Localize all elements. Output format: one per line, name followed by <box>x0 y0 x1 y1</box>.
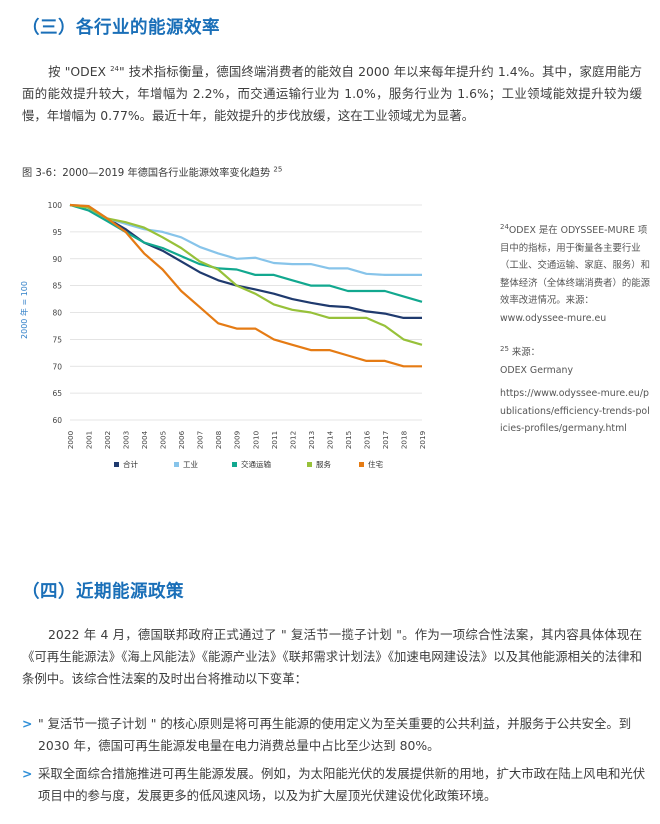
x-tick-label: 2018 <box>399 430 408 449</box>
bullet-item-1: > " 复活节一揽子计划 " 的核心原则是将可再生能源的使用定义为至关重要的公共… <box>22 713 646 757</box>
y-tick-label: 95 <box>52 228 62 237</box>
x-tick-label: 2001 <box>85 431 94 449</box>
x-tick-label: 2007 <box>196 431 205 449</box>
figure-caption: 图 3-6：2000—2019 年德国各行业能源效率变化趋势 25 <box>22 164 282 179</box>
x-tick-label: 2014 <box>325 430 334 449</box>
footnote-24-text: ODEX 是在 ODYSSEE-MURE 项目中的指标，用于衡量各主要行业（工业… <box>500 225 651 324</box>
x-tick-label: 2015 <box>344 431 353 449</box>
legend-swatch <box>359 462 364 467</box>
footnote-ref-24[interactable]: 24 <box>110 64 119 73</box>
para-text-post: " 技术指标衡量，德国终端消费者的能效自 2000 年以来每年提升约 1.4%。… <box>22 64 642 123</box>
section-4-paragraph: 2022 年 4 月，德国联邦政府正式通过了 " 复活节一揽子计划 "。作为一项… <box>22 624 642 690</box>
legend-swatch <box>114 462 119 467</box>
section-4-paragraph-text: 2022 年 4 月，德国联邦政府正式通过了 " 复活节一揽子计划 "。作为一项… <box>22 627 642 686</box>
bullet-item-2: > 采取全面综合措施推进可再生能源发展。例如，为太阳能光伏的发展提供新的用地，扩… <box>22 763 646 807</box>
bullet-chevron-icon: > <box>22 716 33 731</box>
y-axis-ticks: 60 65 70 75 80 85 90 95 100 <box>48 201 63 425</box>
y-tick-label: 75 <box>52 335 62 344</box>
x-tick-label: 2012 <box>288 431 297 449</box>
section-3-heading: （三）各行业的能源效率 <box>22 18 220 38</box>
para-text-pre: 按 "ODEX <box>48 64 111 79</box>
footnote-25: 25 来源： ODEX Germany https://www.odyssee-… <box>500 344 650 438</box>
x-tick-label: 2016 <box>362 430 371 449</box>
legend-swatch <box>307 462 312 467</box>
footnote-24: 24ODEX 是在 ODYSSEE-MURE 项目中的指标，用于衡量各主要行业（… <box>500 222 650 328</box>
legend-label: 服务 <box>316 459 331 469</box>
legend-swatch <box>174 462 179 467</box>
legend-swatch <box>232 462 237 467</box>
x-tick-label: 2011 <box>270 431 279 449</box>
footnote-25-url[interactable]: https://www.odyssee-mure.eu/publications… <box>500 388 650 435</box>
footnote-ref-25[interactable]: 25 <box>273 165 283 174</box>
series-line-0 <box>69 203 422 320</box>
section-4-heading: （四）近期能源政策 <box>22 582 184 602</box>
chart-legend: 合计 工业 交通运输 服务 住宅 <box>114 459 383 469</box>
x-tick-label: 2005 <box>159 431 168 449</box>
y-tick-label: 90 <box>52 255 62 264</box>
footnote-25-source: ODEX Germany <box>500 364 574 376</box>
y-axis-label: 2000 年 = 100 <box>19 281 29 339</box>
x-tick-label: 2019 <box>418 430 427 449</box>
x-tick-label: 2010 <box>251 430 260 449</box>
x-tick-label: 2006 <box>177 430 186 449</box>
figure-caption-text: 图 3-6：2000—2019 年德国各行业能源效率变化趋势 <box>22 168 271 179</box>
x-tick-label: 2008 <box>214 430 223 449</box>
x-tick-label: 2009 <box>233 430 242 449</box>
y-tick-label: 65 <box>52 389 62 398</box>
x-tick-label: 2004 <box>140 430 149 449</box>
y-tick-label: 70 <box>52 362 62 371</box>
x-axis-ticks: 2000 2001 2002 2003 2004 2005 2006 2007 2008 2009… <box>66 430 427 449</box>
x-tick-label: 2003 <box>122 431 131 449</box>
x-tick-label: 2002 <box>103 431 112 449</box>
bullet-chevron-icon: > <box>22 766 33 781</box>
y-tick-label: 60 <box>52 416 62 425</box>
y-tick-label: 85 <box>52 282 62 291</box>
series-line-4 <box>69 203 422 368</box>
legend-label: 工业 <box>183 459 198 469</box>
legend-label: 住宅 <box>368 459 383 469</box>
chart-series-lines <box>69 203 423 368</box>
legend-label: 交通运输 <box>241 459 271 469</box>
y-tick-label: 100 <box>48 201 63 210</box>
chart-gridlines <box>70 204 422 421</box>
footnote-25-number: 25 <box>500 344 509 353</box>
footnote-24-number: 24 <box>500 222 509 231</box>
legend-label: 合计 <box>123 459 138 469</box>
x-tick-label: 2013 <box>307 431 316 449</box>
section-3-paragraph: 按 "ODEX 24" 技术指标衡量，德国终端消费者的能效自 2000 年以来每… <box>22 61 642 127</box>
footnote-25-label: 来源： <box>511 347 541 358</box>
x-tick-label: 2017 <box>381 431 390 449</box>
x-tick-label: 2000 <box>66 430 75 449</box>
bullet-text-1: " 复活节一揽子计划 " 的核心原则是将可再生能源的使用定义为至关重要的公共利益… <box>38 716 632 753</box>
bullet-text-2: 采取全面综合措施推进可再生能源发展。例如，为太阳能光伏的发展提供新的用地，扩大市… <box>38 766 646 803</box>
series-line-3 <box>69 203 423 346</box>
y-tick-label: 80 <box>52 309 62 318</box>
series-line-1 <box>69 203 422 277</box>
efficiency-line-chart: 60 65 70 75 80 85 90 95 100 2000 2001 2002 2003 2004… <box>19 201 427 469</box>
series-line-2 <box>69 203 423 303</box>
